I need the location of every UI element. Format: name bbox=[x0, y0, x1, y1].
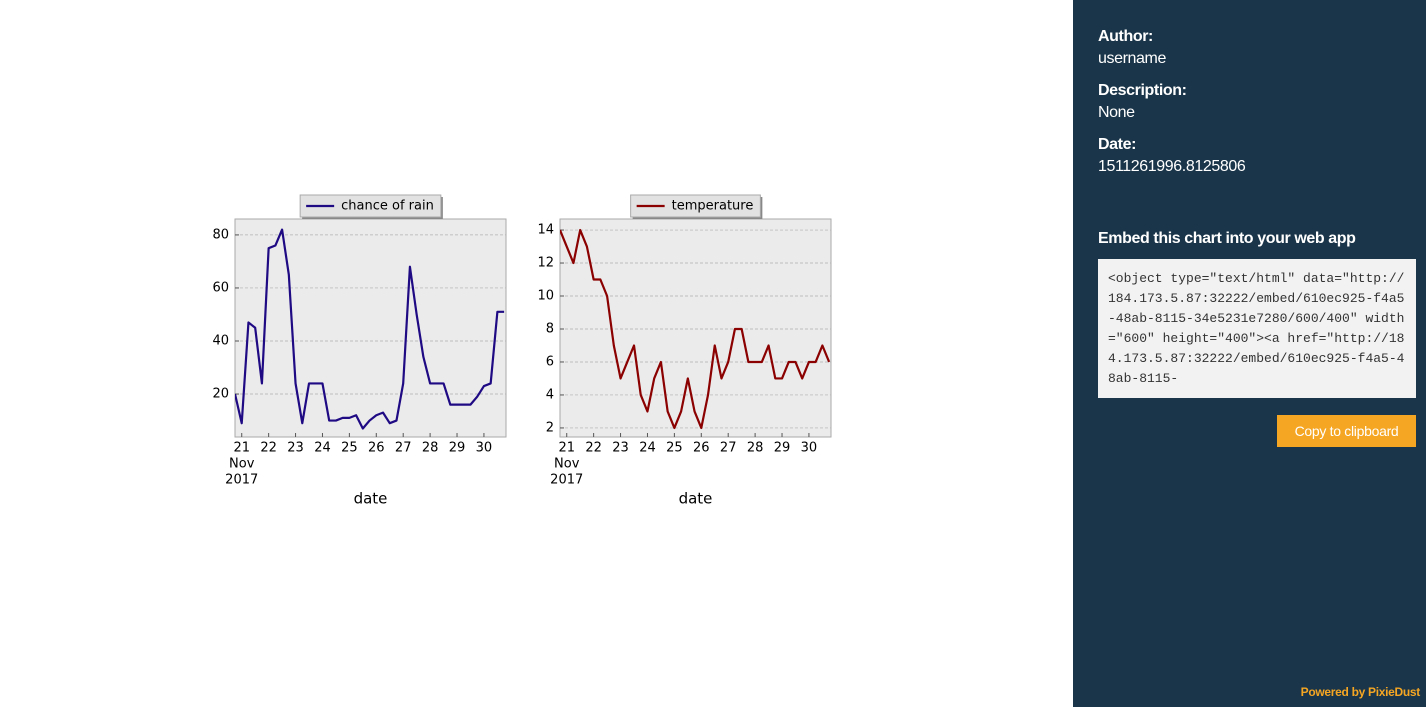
x-tick-label: 25 bbox=[666, 441, 683, 456]
y-tick-label: 4 bbox=[546, 387, 554, 402]
x-tick-label: 25 bbox=[341, 441, 358, 456]
plot-area bbox=[559, 218, 832, 438]
legend-label: chance of rain bbox=[341, 199, 434, 214]
author-label: Author: bbox=[1098, 28, 1153, 45]
legend-box bbox=[630, 194, 761, 218]
y-tick-label: 6 bbox=[546, 354, 554, 369]
x-tick-label: 24 bbox=[639, 441, 656, 456]
data-line bbox=[560, 228, 831, 430]
legend-box bbox=[299, 194, 442, 218]
y-tick-label: 14 bbox=[537, 223, 554, 238]
x-tick-label: 30 bbox=[476, 441, 493, 456]
x-date-label: Nov bbox=[554, 457, 580, 472]
y-tick-label: 12 bbox=[537, 256, 554, 271]
x-tick-label: 24 bbox=[314, 441, 331, 456]
description-label: Description: bbox=[1098, 82, 1187, 99]
y-tick-label: 20 bbox=[212, 387, 229, 402]
data-line bbox=[235, 228, 505, 430]
embed-title: Embed this chart into your web app bbox=[1098, 230, 1356, 247]
x-tick-label: 26 bbox=[368, 441, 385, 456]
y-tick-label: 8 bbox=[546, 321, 554, 336]
author: username bbox=[1098, 50, 1166, 67]
legend: chance of rain bbox=[299, 194, 443, 219]
x-tick-label: 23 bbox=[287, 441, 304, 456]
date: 1511261996.8125806 bbox=[1098, 158, 1246, 175]
x-tick-label: 29 bbox=[774, 441, 791, 456]
y-tick-label: 60 bbox=[212, 280, 229, 295]
y-tick-label: 80 bbox=[212, 227, 229, 242]
x-axis-label: date bbox=[354, 490, 388, 508]
copy-button[interactable]: Copy to clipboard bbox=[1277, 415, 1416, 447]
embed-code[interactable]: <object type="text/html" data="http://18… bbox=[1098, 259, 1416, 398]
x-tick-label: 30 bbox=[801, 441, 818, 456]
y-tick-label: 40 bbox=[212, 333, 229, 348]
y-tick-label: 2 bbox=[546, 420, 554, 435]
plot-area bbox=[234, 218, 507, 438]
description: None bbox=[1098, 104, 1135, 121]
x-axis-label: date bbox=[679, 490, 713, 508]
x-date-label: 2017 bbox=[550, 473, 583, 488]
x-tick-label: 27 bbox=[720, 441, 737, 456]
x-date-label: Nov bbox=[229, 457, 255, 472]
x-tick-label: 28 bbox=[422, 441, 439, 456]
x-tick-label: 28 bbox=[747, 441, 764, 456]
x-tick-label: 26 bbox=[693, 441, 710, 456]
x-tick-label: 22 bbox=[260, 441, 277, 456]
x-date-label: 2017 bbox=[225, 473, 258, 488]
x-tick-label: 23 bbox=[612, 441, 629, 456]
x-tick-label: 21 bbox=[233, 441, 250, 456]
x-tick-label: 27 bbox=[395, 441, 412, 456]
x-tick-label: 29 bbox=[449, 441, 466, 456]
sidebar: Author: username Description: None Date:… bbox=[1073, 0, 1426, 707]
y-tick-label: 10 bbox=[537, 289, 554, 304]
x-tick-label: 21 bbox=[558, 441, 575, 456]
legend: temperature bbox=[630, 194, 763, 219]
date-label: Date: bbox=[1098, 136, 1137, 153]
legend-label: temperature bbox=[672, 199, 754, 214]
x-tick-label: 22 bbox=[585, 441, 602, 456]
powered-by: Powered by PixieDust bbox=[1300, 685, 1421, 699]
